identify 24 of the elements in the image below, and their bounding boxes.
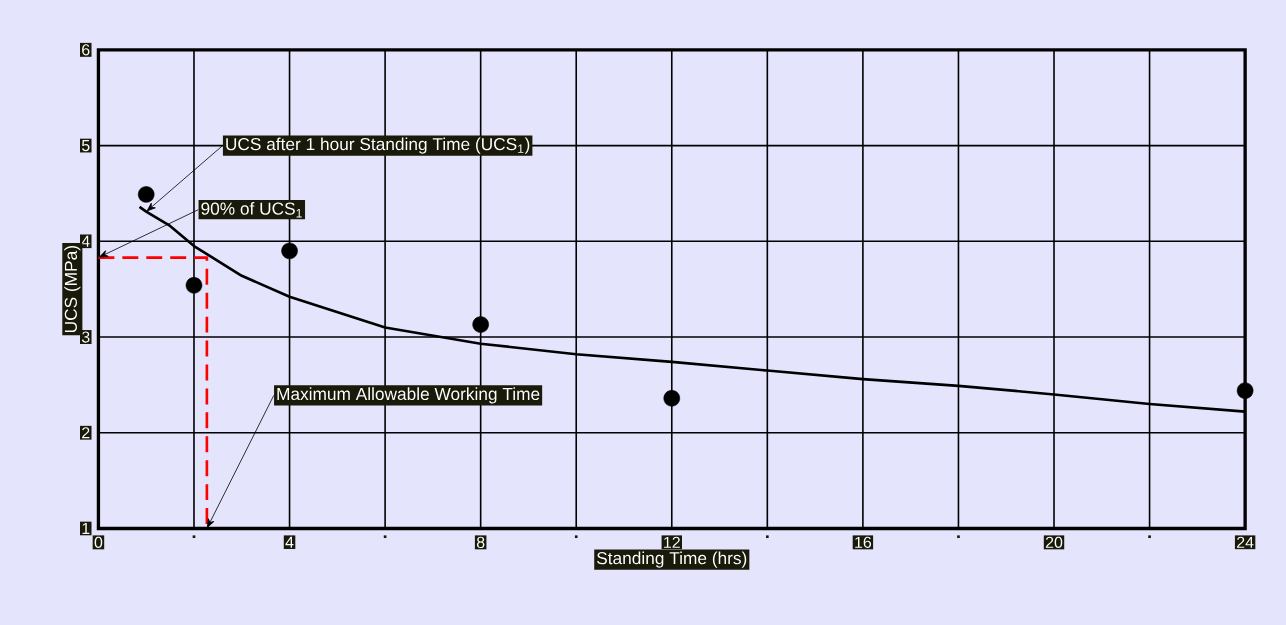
y-tick-label: 5 (81, 139, 90, 152)
point (281, 242, 298, 260)
y-tick-label: 1 (82, 522, 90, 534)
x-tick-label: 0 (94, 536, 103, 548)
x-tick-label: 16 (855, 536, 872, 548)
y-tick-label: 4 (81, 235, 90, 247)
annotation: 90% of UCS$_{1}$ (201, 201, 302, 218)
x-axis-title: Standing Time (hrs) (597, 551, 747, 568)
point (472, 316, 489, 333)
y-tick-label: 2 (82, 427, 90, 439)
x-tick-label: 8 (476, 536, 485, 548)
y-axis-title: UCS (MPa) (64, 245, 81, 332)
point (663, 389, 681, 407)
x-tick-label: 24 (1237, 536, 1254, 548)
annotation: UCS after 1 hour Standing Time (UCS$_{1}$) (226, 137, 530, 154)
point (185, 276, 203, 294)
point (137, 186, 155, 203)
x-tick-label: 12 (664, 536, 680, 548)
y-tick-label: 3 (81, 331, 90, 343)
annotation: Maximum Allowable Working Time (277, 387, 540, 404)
x-tick-label: 20 (1045, 536, 1063, 548)
y-tick-label: 6 (82, 44, 90, 56)
x-tick-label: 4 (285, 536, 294, 548)
point (1236, 382, 1254, 399)
